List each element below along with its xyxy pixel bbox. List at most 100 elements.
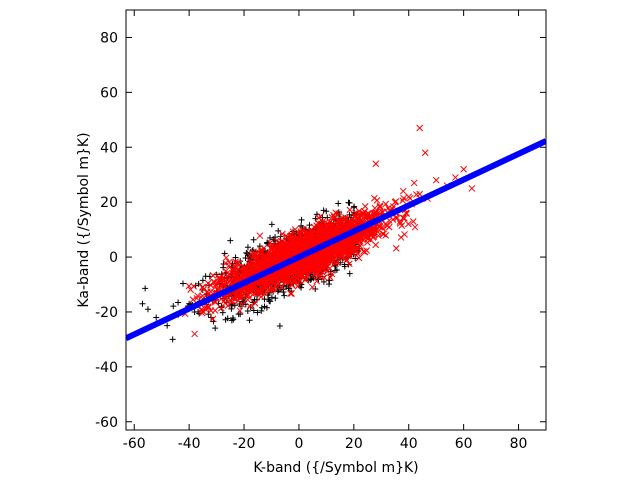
data-point-x bbox=[250, 281, 258, 288]
x-axis-label: K-band ({/Symbol m}K) bbox=[253, 460, 418, 476]
fit-line bbox=[126, 138, 546, 342]
data-point-plus bbox=[179, 280, 186, 287]
data-point-x bbox=[301, 276, 309, 284]
data-point-plus bbox=[199, 277, 206, 284]
data-point-x bbox=[225, 278, 233, 286]
y-tick-label: 60 bbox=[100, 85, 118, 101]
x-tick-label: 80 bbox=[510, 436, 528, 452]
data-point-x bbox=[318, 234, 325, 242]
data-point-plus bbox=[346, 270, 353, 277]
data-point-x bbox=[328, 214, 336, 221]
y-tick-label: -40 bbox=[95, 360, 118, 376]
y-tick-label: 0 bbox=[109, 250, 118, 266]
x-tick-label: 60 bbox=[455, 436, 473, 452]
data-point-x bbox=[288, 290, 296, 297]
axis-ticks bbox=[126, 10, 546, 430]
data-point-x bbox=[411, 223, 419, 231]
data-point-x bbox=[322, 248, 330, 256]
data-point-x bbox=[371, 231, 378, 238]
data-point-x bbox=[335, 210, 342, 218]
data-point-x bbox=[432, 176, 440, 184]
fit-line-group bbox=[126, 138, 546, 342]
data-point-x bbox=[194, 292, 201, 300]
data-point-x bbox=[227, 272, 235, 280]
data-point-x bbox=[333, 228, 341, 235]
data-point-x bbox=[403, 210, 410, 217]
data-point-plus bbox=[275, 227, 282, 234]
data-point-plus bbox=[175, 299, 182, 306]
data-point-x bbox=[253, 289, 260, 297]
data-point-plus bbox=[323, 208, 330, 215]
data-point-x bbox=[231, 295, 239, 303]
data-point-x bbox=[334, 220, 342, 228]
data-point-x bbox=[327, 274, 334, 281]
data-point-x bbox=[398, 222, 406, 230]
data-point-x bbox=[268, 243, 275, 251]
data-point-x bbox=[191, 330, 198, 338]
data-point-x bbox=[327, 253, 335, 261]
data-point-x bbox=[287, 271, 294, 279]
data-point-x bbox=[258, 259, 266, 266]
data-point-x bbox=[384, 222, 391, 230]
data-point-plus bbox=[164, 322, 171, 329]
data-point-x bbox=[343, 219, 351, 227]
data-point-x bbox=[333, 259, 341, 266]
data-point-plus bbox=[202, 273, 209, 280]
data-point-x bbox=[391, 198, 399, 206]
data-point-x bbox=[244, 287, 252, 295]
data-point-x bbox=[296, 261, 303, 269]
data-point-x bbox=[365, 210, 373, 217]
data-point-x bbox=[187, 286, 194, 293]
data-point-x bbox=[317, 260, 325, 268]
data-point-x bbox=[251, 255, 259, 262]
data-point-x bbox=[246, 257, 254, 265]
data-point-x bbox=[224, 302, 232, 310]
data-point-plus bbox=[228, 302, 235, 309]
data-point-x bbox=[268, 254, 276, 262]
data-point-x bbox=[323, 268, 331, 275]
data-point-plus bbox=[345, 199, 352, 206]
data-point-x bbox=[282, 278, 290, 285]
data-point-x bbox=[251, 299, 259, 307]
data-point-x bbox=[371, 204, 379, 212]
data-point-x bbox=[204, 279, 212, 287]
data-point-x bbox=[238, 291, 246, 299]
data-point-plus bbox=[139, 300, 146, 307]
data-point-x bbox=[345, 241, 353, 249]
data-point-plus bbox=[306, 222, 313, 229]
data-point-x bbox=[225, 258, 233, 266]
data-point-x bbox=[293, 275, 301, 283]
data-point-x bbox=[207, 307, 215, 314]
data-point-x bbox=[303, 228, 310, 236]
data-point-x bbox=[316, 225, 323, 232]
data-point-x bbox=[300, 268, 308, 276]
data-point-x bbox=[265, 281, 273, 289]
data-point-x bbox=[355, 210, 363, 218]
data-point-x bbox=[399, 197, 407, 204]
data-point-x bbox=[299, 226, 307, 234]
data-point-x bbox=[212, 281, 220, 288]
data-point-x bbox=[217, 304, 225, 312]
data-point-x bbox=[302, 274, 310, 282]
data-point-x bbox=[280, 274, 287, 282]
data-point-plus bbox=[244, 244, 251, 251]
data-point-x bbox=[334, 247, 342, 255]
data-point-plus bbox=[268, 294, 275, 301]
data-point-x bbox=[336, 217, 344, 224]
data-point-x bbox=[327, 258, 335, 266]
data-point-plus bbox=[268, 221, 275, 228]
data-point-x bbox=[261, 276, 269, 283]
data-point-plus bbox=[258, 307, 265, 314]
data-point-plus bbox=[144, 306, 151, 313]
data-point-plus bbox=[205, 311, 212, 318]
data-point-x bbox=[199, 284, 206, 292]
data-point-x bbox=[342, 214, 349, 221]
data-point-x bbox=[379, 230, 387, 238]
data-point-x bbox=[309, 231, 317, 239]
data-point-plus bbox=[335, 200, 342, 207]
data-point-x bbox=[399, 187, 407, 195]
x-tick-label: -40 bbox=[178, 436, 201, 452]
data-point-plus bbox=[312, 286, 319, 293]
data-point-x bbox=[289, 228, 297, 236]
data-point-plus bbox=[298, 216, 305, 223]
